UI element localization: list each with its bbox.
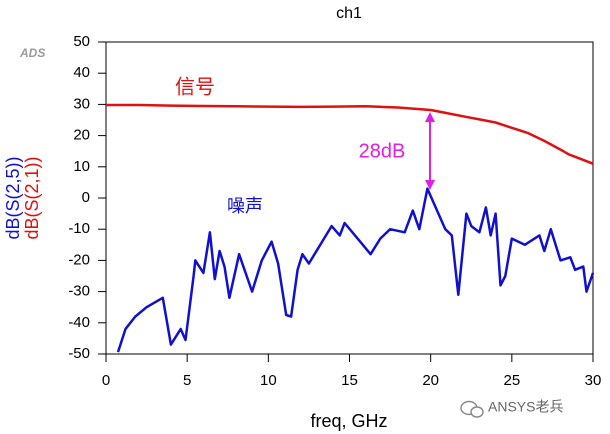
y-tick-label: -50 (68, 345, 90, 362)
x-tick-label: 10 (260, 372, 277, 389)
x-tick-label: 30 (585, 372, 602, 389)
series-line (106, 103, 594, 165)
series-line (116, 187, 595, 353)
legend-label: dB(S(2,5)) (3, 156, 23, 239)
annotation: 噪声 (227, 196, 263, 216)
y-tick-label: -10 (68, 220, 90, 237)
difference-arrow (425, 112, 435, 190)
y-tick-label: 20 (73, 127, 90, 144)
y-tick-label: 0 (82, 189, 90, 206)
y-tick-label: -20 (68, 251, 90, 268)
y-tick-label: 10 (73, 158, 90, 175)
x-tick-label: 20 (422, 372, 439, 389)
x-axis-label: freq, GHz (310, 411, 387, 431)
y-tick-label: 40 (73, 64, 90, 81)
x-tick-label: 5 (183, 372, 191, 389)
annotation: 28dB (359, 140, 406, 162)
y-tick-label: 50 (73, 33, 90, 50)
brand: ADS (19, 46, 45, 60)
chart-title: ch1 (336, 5, 362, 22)
x-tick-label: 15 (341, 372, 358, 389)
y-tick-label: 30 (73, 95, 90, 112)
x-tick-label: 25 (503, 372, 520, 389)
legend-label: dB(S(2,1)) (22, 156, 42, 239)
watermark-icon (460, 400, 484, 418)
y-tick-label: -40 (68, 314, 90, 331)
x-tick-label: 0 (102, 372, 110, 389)
annotation: 信号 (175, 75, 215, 98)
watermark: ANSYS老兵 (488, 399, 563, 415)
y-tick-label: -30 (68, 283, 90, 300)
